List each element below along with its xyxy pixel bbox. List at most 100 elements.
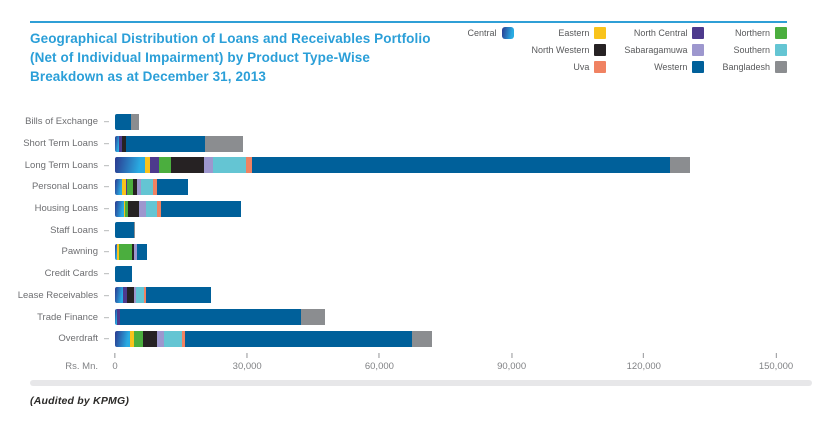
legend-column: Northern Southern Bangladesh [722,26,787,73]
stacked-bar [115,222,776,239]
bar-segment-central [115,200,124,217]
bar-row-trade-finance: Trade Finance – [0,306,816,328]
category-label: Trade Finance [37,311,98,323]
x-axis-tick: 120,000 [627,353,661,372]
bar-segment-uva [182,330,186,347]
bar-segment-southern [213,157,246,174]
stacked-bar [115,113,776,130]
bar-segment-bangladesh [300,309,325,326]
category-tick-mark: – [103,246,109,257]
legend-column: Eastern North Western Uva [532,26,607,73]
bar-segment-southern [145,200,157,217]
category-tick-mark: – [103,159,109,170]
bar-segment-bangladesh [133,222,135,239]
bar-segment-central [115,330,130,347]
bar-segment-north-western [126,287,134,304]
x-axis-tick: 30,000 [233,353,262,372]
category-tick-mark: – [103,289,109,300]
legend-item-bangladesh: Bangladesh [722,60,787,73]
stacked-bar [115,330,776,347]
bar-segment-sabaragamuwa [138,200,146,217]
southern-color-swatch [775,43,787,56]
bar-row-overdraft: Overdraft – [0,328,816,350]
legend-label: Central [467,27,497,38]
stacked-bar [115,135,776,152]
bar-segment-uva [143,287,146,304]
x-axis-tick: 60,000 [365,353,394,372]
category-label: Overdraft [58,333,98,345]
category-tick-mark: – [103,203,109,214]
legend-item-sabaragamuwa: Sabaragamuwa [624,43,705,56]
axis-unit-label: Rs. Mn. [65,361,98,372]
category-label: Credit Cards [44,268,98,280]
bar-segment-western [115,113,131,130]
bar-segment-bangladesh [205,135,244,152]
bar-segment-eastern [144,157,151,174]
bar-segment-north-western [133,178,138,195]
legend-label: Bangladesh [722,61,770,72]
legend-column: Central [468,26,514,73]
northern-color-swatch [775,26,787,39]
central-color-swatch [501,26,514,39]
bar-segment-northern [159,157,172,174]
eastern-color-swatch [594,26,607,39]
category-tick-mark: – [103,311,109,322]
tick-label: 90,000 [497,361,527,372]
bar-segment-central [115,178,123,195]
legend-item-central: Central [468,26,514,39]
tick-label: 30,000 [232,361,262,372]
bar-segment-western [120,309,301,326]
stacked-bar [115,243,776,260]
chart-rows: Bills of Exchange – Short Term Loans – Long … [0,111,816,350]
legend-item-north-western: North Western [532,43,607,56]
category-tick-mark: – [103,138,109,149]
uva-color-swatch [594,60,607,73]
category-tick-mark: – [103,224,109,235]
stacked-bar [115,309,776,326]
bar-segment-eastern [117,243,119,260]
bar-segment-uva [153,178,158,195]
legend-label: Sabaragamuwa [624,44,688,55]
bar-segment-bangladesh [412,330,432,347]
x-axis: 0 30,000 60,000 90,000 120,000 150,000 [112,353,793,377]
stacked-bar-chart: Bills of Exchange – Short Term Loans – Long … [0,111,816,350]
bar-segment-southern [141,178,154,195]
legend-item-northern: Northern [722,26,787,39]
bar-segment-eastern [123,200,125,217]
category-tick-mark: – [103,181,109,192]
tick-mark [643,353,645,358]
bar-segment-southern [135,287,144,304]
legend-label: North Western [531,44,590,55]
stacked-bar [115,200,776,217]
bar-segment-central [115,243,117,260]
legend-label: Uva [573,61,590,72]
bar-row-credit-cards: Credit Cards – [0,263,816,285]
category-label: Lease Receivables [17,289,98,301]
chart-title-line-2: (Net of Individual Impairment) by Produc… [30,50,371,66]
legend-label: Northern [734,27,770,38]
bar-segment-bangladesh [130,113,139,130]
legend-item-north-central: North Central [624,26,705,39]
bar-row-long-term-loans: Long Term Loans – [0,154,816,176]
tick-label: 0 [112,361,118,372]
bar-segment-north-western [127,200,139,217]
tick-label: 60,000 [364,361,394,372]
bar-segment-sabaragamuwa [203,157,214,174]
bar-row-lease-receivables: Lease Receivables – [0,285,816,307]
north-western-color-swatch [594,43,607,56]
category-tick-mark: – [103,116,109,127]
stacked-bar [115,287,776,304]
bar-segment-northern [124,200,128,217]
category-label: Long Term Loans [24,159,98,171]
stacked-bar [115,157,776,174]
bar-row-housing-loans: Housing Loans – [0,198,816,220]
bar-segment-western [145,287,212,304]
bar-segment-central [115,309,117,326]
chart-title-line-3: Breakdown as at December 31, 2013 [30,69,266,85]
bar-segment-northern [119,243,133,260]
bar-segment-southern [163,330,183,347]
bar-segment-north-western [171,157,204,174]
bar-segment-bangladesh [670,157,691,174]
western-color-swatch [692,60,705,73]
x-axis-tick: 0 [112,353,118,372]
